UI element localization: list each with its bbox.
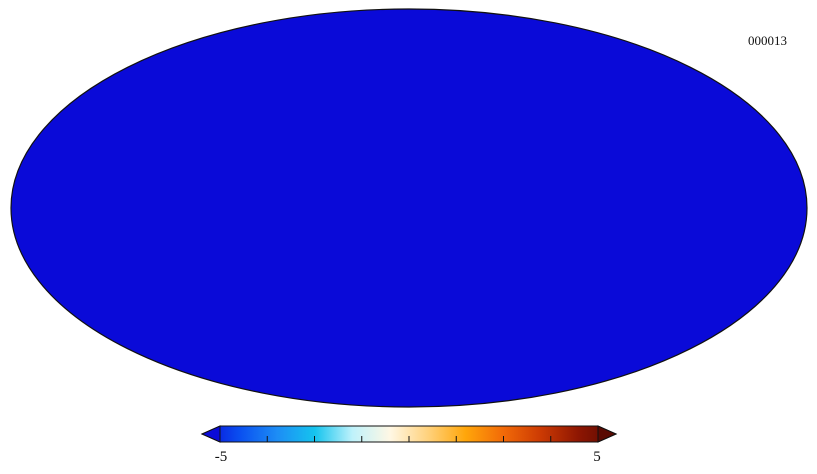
colorbar: -5 5: [200, 425, 618, 465]
temperature-field: [11, 9, 807, 407]
map-outline: [10, 8, 808, 408]
colorbar-max-label: 5: [593, 449, 601, 465]
colorbar-over-arrow: [597, 425, 618, 443]
colorbar-ticks: [266, 436, 552, 442]
colorbar-min-label: -5: [215, 449, 228, 465]
colorbar-under-arrow: [200, 425, 221, 443]
map-id-label: 000013: [748, 33, 787, 48]
mollweide-map: [10, 8, 808, 408]
